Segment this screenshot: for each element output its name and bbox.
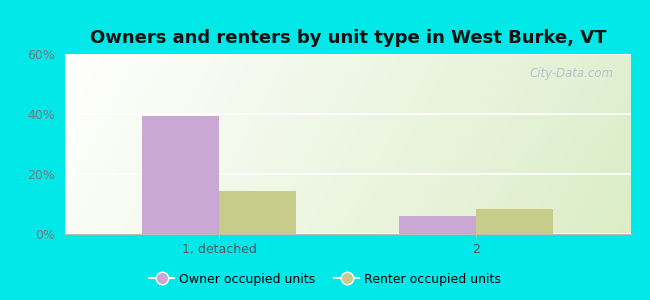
Text: City-Data.com: City-Data.com — [529, 67, 614, 80]
Bar — [476, 209, 553, 234]
Bar — [142, 116, 219, 234]
Title: Owners and renters by unit type in West Burke, VT: Owners and renters by unit type in West … — [90, 29, 606, 47]
Legend: Owner occupied units, Renter occupied units: Owner occupied units, Renter occupied un… — [144, 268, 506, 291]
Bar — [399, 216, 476, 234]
Bar — [219, 191, 296, 234]
